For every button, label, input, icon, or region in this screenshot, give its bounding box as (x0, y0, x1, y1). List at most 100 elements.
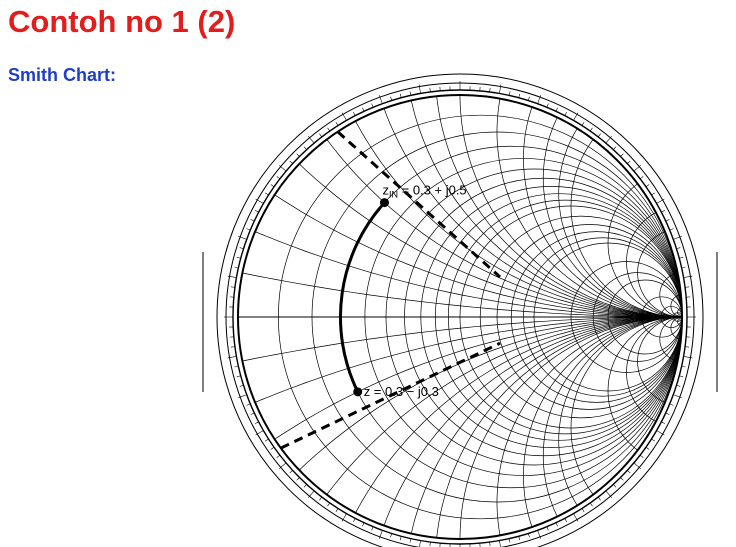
scale-tick (429, 87, 431, 92)
reactance-arc (670, 294, 683, 318)
reactance-arc (570, 316, 683, 495)
scale-tick (676, 247, 681, 250)
scale-tick (620, 153, 624, 157)
scale-tick (239, 247, 244, 250)
scale-tick (429, 542, 431, 547)
scale-tick (633, 462, 641, 469)
scale-tick (546, 103, 549, 108)
scale-tick (227, 275, 237, 278)
reactance-arc (670, 316, 683, 340)
scale-tick (589, 502, 593, 507)
scale-tick (656, 198, 665, 204)
scale-tick (673, 394, 682, 398)
scale-tick (683, 356, 693, 359)
scale-tick (265, 192, 269, 196)
scale-tick (573, 513, 579, 522)
scale-tick (679, 375, 684, 378)
scale-tick (308, 490, 315, 498)
scale-tick (681, 266, 686, 269)
scale-tick (303, 484, 307, 488)
scale-tick (679, 256, 684, 259)
scale-tick (597, 496, 601, 501)
scale-tick (581, 508, 585, 512)
scale-tick (620, 477, 624, 481)
scale-tick (685, 286, 690, 288)
scale-tick (613, 146, 617, 150)
scale-tick (276, 176, 281, 180)
reactance-arc (637, 316, 683, 403)
scale-tick (564, 111, 567, 116)
scale-tick (238, 236, 247, 240)
scale-tick (341, 112, 347, 121)
scale-ring (216, 73, 704, 547)
scale-tick (289, 470, 293, 474)
scale-tick (651, 192, 655, 196)
scale-tick (379, 530, 383, 539)
scale-tick (319, 496, 323, 501)
scale-tick (665, 219, 670, 222)
scale-tick (296, 153, 300, 157)
scale-tick (265, 438, 269, 442)
scale-tick (656, 430, 665, 436)
scale-tick (681, 365, 686, 368)
scale-tick (489, 87, 491, 92)
scale-tick (546, 526, 549, 531)
scale-tick (230, 346, 235, 348)
reactance-arc (677, 316, 683, 327)
scale-tick (327, 127, 331, 132)
scale-tick (327, 502, 331, 507)
scale-tick (499, 84, 502, 94)
scale-tick (239, 384, 244, 387)
scale-tick (537, 95, 541, 104)
z-point (353, 387, 363, 397)
radial-line-zin (336, 130, 502, 279)
smith-grid (237, 94, 683, 540)
constant-resistance-path (338, 201, 386, 393)
scale-tick (633, 165, 641, 172)
scale-tick (418, 84, 421, 94)
scale-tick (573, 112, 579, 121)
scale-tick (564, 518, 567, 523)
scale-tick (645, 184, 650, 188)
scale-tick (508, 91, 511, 96)
scale-tick (234, 365, 239, 368)
scale-tick (489, 542, 491, 547)
zin-point (379, 198, 389, 208)
scale-tick (669, 403, 674, 406)
scale-tick (409, 91, 412, 96)
scale-tick (683, 275, 693, 278)
scale-tick (399, 536, 402, 541)
scale-tick (270, 446, 275, 450)
scale-tick (289, 160, 293, 164)
outer-scale-rings (216, 73, 704, 547)
slide-subtitle: Smith Chart: (8, 65, 116, 85)
scale-tick (341, 513, 347, 522)
point-labels: zIN = 0.3 + j0.5 z = 0.3 − j0.3 (364, 183, 467, 399)
scale-tick (353, 111, 356, 116)
reactance-arc (570, 139, 683, 318)
scale-tick (581, 122, 585, 126)
scale-tick (234, 266, 239, 269)
smith-chart: zIN = 0.3 + j0.5 z = 0.3 − j0.3 (202, 73, 718, 547)
scale-tick (651, 438, 655, 442)
scale-tick (676, 384, 681, 387)
scale-tick (308, 136, 315, 144)
scale-tick (518, 536, 521, 541)
scale-tick (613, 484, 617, 488)
scale-tick (639, 454, 644, 458)
scale-tick (527, 533, 530, 538)
scale-tick (353, 518, 356, 523)
scale-tick (319, 133, 323, 138)
scale-tick (399, 93, 402, 98)
radial-line-z (280, 341, 501, 450)
scale-tick (335, 508, 339, 512)
scale-tick (230, 286, 235, 288)
scale-tick (589, 127, 593, 132)
scale-tick (390, 533, 393, 538)
scale-tick (279, 462, 287, 469)
scale-tick (527, 96, 530, 101)
scale-tick (236, 256, 241, 259)
scale-tick (518, 93, 521, 98)
scale-tick (555, 107, 558, 112)
scale-tick (270, 184, 275, 188)
